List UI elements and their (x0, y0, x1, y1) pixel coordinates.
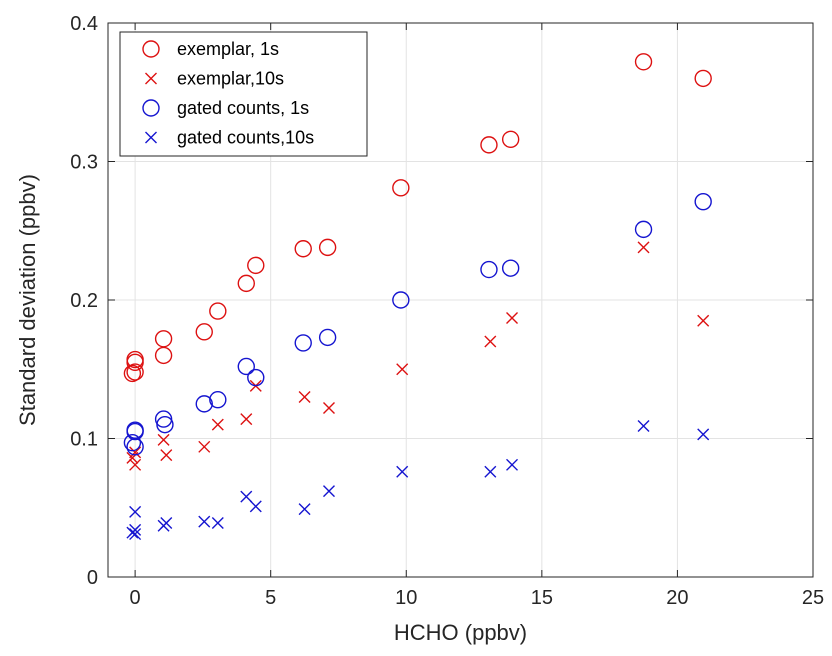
data-point-x (298, 503, 311, 516)
data-point-circle (480, 260, 498, 279)
data-point-circle (480, 136, 498, 154)
data-point-x (129, 458, 142, 471)
y-tick-label: 0 (87, 567, 98, 589)
data-point-x (637, 241, 650, 254)
data-points (123, 53, 712, 541)
series-1 (123, 53, 712, 383)
legend-entry: gated counts, 1s (142, 98, 309, 118)
data-point-circle (247, 256, 265, 275)
x-tick-label: 0 (130, 587, 141, 609)
data-point-x (697, 314, 710, 327)
data-point-circle (634, 53, 653, 71)
data-point-x (322, 485, 335, 498)
data-point-circle (501, 130, 520, 149)
data-point-circle (501, 259, 520, 277)
legend-box (119, 31, 368, 157)
data-point-circle (209, 302, 227, 320)
legend-label: exemplar, 1s (177, 39, 279, 59)
data-point-circle (237, 357, 255, 376)
data-point-circle (123, 364, 142, 383)
legend: exemplar, 1s exemplar,10s gated counts, 1s… (119, 31, 368, 157)
series-2 (126, 241, 710, 471)
data-point-x (240, 490, 253, 503)
y-tick-label: 0.4 (70, 13, 98, 35)
data-point-circle (126, 421, 144, 439)
data-point-x (160, 449, 173, 462)
legend-marker (145, 131, 157, 144)
data-point-circle (237, 274, 255, 293)
data-point-x (249, 500, 262, 513)
data-point-circle (318, 328, 337, 347)
x-axis-label: HCHO (ppbv) (394, 620, 527, 645)
data-point-circle (156, 415, 174, 434)
legend-entry: exemplar,10s (145, 69, 284, 89)
legend-label: exemplar,10s (177, 69, 284, 89)
data-point-x (129, 446, 142, 459)
x-tick-label: 20 (666, 587, 688, 609)
data-point-circle (318, 238, 337, 257)
data-point-x (396, 363, 409, 376)
data-point-x (198, 515, 211, 528)
data-point-circle (209, 391, 227, 409)
data-point-x (396, 465, 409, 478)
data-point-circle (294, 240, 312, 258)
x-tick-label: 5 (265, 587, 276, 609)
series-3 (123, 192, 712, 456)
data-point-circle (195, 395, 213, 413)
legend-marker (142, 40, 160, 58)
y-tick-label: 0.1 (70, 429, 98, 451)
legend-marker (145, 72, 157, 85)
data-point-x (129, 505, 142, 518)
legend-entry: exemplar, 1s (142, 39, 279, 59)
y-tick-label: 0.2 (70, 290, 98, 312)
data-point-x (506, 458, 519, 471)
series-4 (126, 420, 710, 541)
data-point-x (697, 428, 710, 441)
data-point-circle (392, 179, 410, 197)
data-point-x (240, 413, 253, 426)
data-point-x (322, 402, 335, 415)
data-point-x (298, 390, 311, 403)
legend-marker (142, 99, 160, 117)
legend-label: gated counts, 1s (177, 98, 309, 118)
data-point-circle (694, 192, 712, 211)
data-point-circle (694, 69, 712, 88)
data-point-x (637, 420, 650, 433)
data-point-circle (634, 220, 653, 239)
x-tick-label: 10 (395, 587, 417, 609)
data-point-circle (195, 323, 213, 341)
data-point-x (160, 516, 173, 529)
data-point-x (484, 465, 497, 478)
data-point-circle (392, 291, 410, 309)
data-point-circle (126, 350, 144, 369)
x-tick-label: 15 (531, 587, 553, 609)
data-point-x (129, 528, 142, 541)
data-point-x (506, 312, 519, 324)
y-axis-label: Standard deviation (ppbv) (15, 174, 40, 426)
axis-ticks: 0 5 10 15 20 25 0 0.1 0.2 0.3 0.4 (70, 13, 824, 609)
data-point-circle (294, 334, 312, 352)
data-point-x (157, 433, 170, 446)
data-point-x (129, 523, 142, 536)
data-point-circle (126, 363, 144, 381)
y-tick-label: 0.3 (70, 152, 98, 174)
data-point-x (198, 440, 211, 453)
data-point-x (211, 516, 224, 529)
x-tick-label: 25 (802, 587, 824, 609)
legend-entry: gated counts,10s (145, 128, 314, 148)
data-point-circle (154, 330, 173, 348)
data-point-x (211, 418, 224, 431)
data-point-circle (123, 433, 142, 452)
data-point-circle (247, 368, 265, 387)
legend-label: gated counts,10s (177, 128, 314, 148)
data-point-x (484, 335, 497, 348)
